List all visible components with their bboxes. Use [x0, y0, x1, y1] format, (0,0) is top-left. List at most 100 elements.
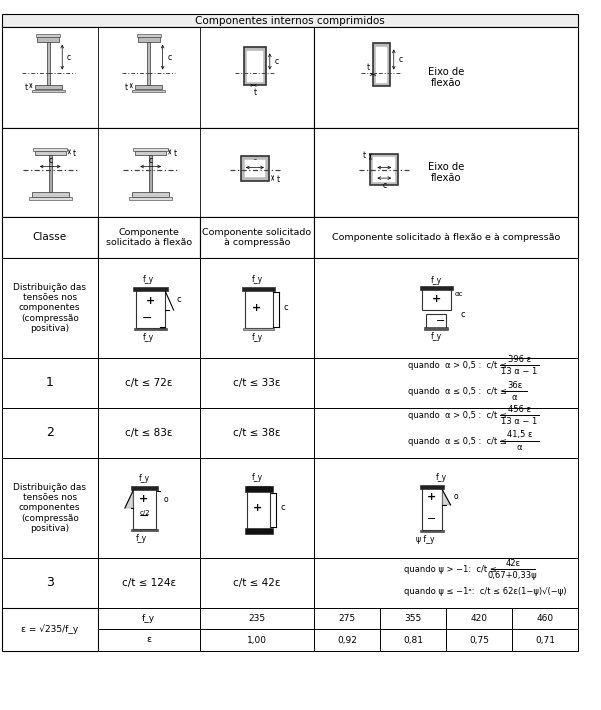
Bar	[512, 608, 578, 629]
Text: Distribuição das
tensões nos
componentes
(compressão
positiva): Distribuição das tensões nos componentes…	[13, 483, 86, 533]
Bar	[314, 217, 578, 258]
Text: −: −	[427, 514, 436, 524]
Text: t: t	[254, 88, 257, 97]
Bar	[314, 608, 380, 629]
Bar	[2, 358, 97, 408]
Bar	[420, 530, 444, 532]
Bar	[422, 486, 442, 530]
Bar	[37, 38, 59, 42]
Bar	[97, 558, 200, 608]
Bar	[420, 485, 444, 489]
Bar	[2, 558, 97, 608]
Bar	[97, 608, 200, 629]
Text: Componente solicitado à flexão e à compressão: Componente solicitado à flexão e à compr…	[332, 233, 560, 242]
Bar	[49, 155, 52, 192]
Text: 355: 355	[404, 614, 422, 623]
Text: 456 ε: 456 ε	[508, 405, 531, 413]
Bar	[47, 72, 49, 84]
Text: c: c	[168, 53, 172, 62]
Text: 41,5 ε: 41,5 ε	[507, 430, 532, 439]
Bar	[380, 629, 446, 651]
Bar	[31, 192, 69, 197]
Bar	[2, 27, 314, 128]
Text: c: c	[148, 156, 153, 165]
Text: c: c	[281, 503, 285, 513]
Text: c: c	[284, 303, 288, 312]
Bar	[200, 558, 314, 608]
Text: +: +	[139, 494, 148, 505]
Bar	[2, 217, 97, 258]
Text: o: o	[454, 493, 459, 501]
Bar	[373, 43, 390, 86]
Bar	[242, 287, 275, 290]
Text: 420: 420	[471, 614, 487, 623]
Bar	[147, 42, 150, 72]
Bar	[314, 258, 578, 358]
Text: −: −	[436, 316, 445, 326]
Text: c: c	[253, 157, 257, 166]
Text: f_y: f_y	[143, 275, 154, 284]
Bar	[133, 148, 168, 151]
Bar	[136, 288, 165, 329]
Bar	[314, 558, 578, 608]
Text: f_y: f_y	[436, 474, 447, 482]
Bar	[138, 38, 160, 42]
Text: f_y: f_y	[251, 474, 263, 482]
Text: +: +	[427, 492, 436, 502]
Text: f_y: f_y	[431, 276, 442, 285]
Text: +: +	[432, 294, 441, 304]
Text: c: c	[398, 55, 403, 64]
Text: c/2: c/2	[139, 510, 150, 516]
Bar	[149, 155, 152, 192]
Bar	[2, 14, 578, 27]
Text: αc: αc	[455, 291, 463, 297]
Bar	[97, 629, 200, 651]
Text: c: c	[177, 295, 182, 305]
Text: quando  α ≤ 0,5 :  c/t ≤: quando α ≤ 0,5 : c/t ≤	[409, 437, 507, 445]
Text: 1: 1	[46, 376, 53, 390]
Text: t: t	[73, 148, 76, 158]
Bar	[426, 314, 447, 327]
Text: Distribuição das
tensões nos
componentes
(compressão
positiva): Distribuição das tensões nos componentes…	[13, 283, 86, 333]
Text: 1,00: 1,00	[247, 635, 267, 645]
Text: f_y: f_y	[143, 333, 154, 342]
Bar	[147, 72, 150, 84]
Text: f_y: f_y	[135, 534, 147, 542]
Text: f_y: f_y	[251, 333, 263, 342]
Bar	[200, 358, 314, 408]
Bar	[314, 358, 578, 408]
Bar	[200, 217, 314, 258]
Text: t: t	[362, 151, 365, 160]
Text: 42ε: 42ε	[505, 559, 520, 567]
Bar	[200, 408, 314, 458]
Text: t: t	[276, 175, 279, 184]
Text: 3: 3	[46, 577, 53, 589]
Bar	[314, 629, 380, 651]
Bar	[2, 128, 314, 217]
Bar	[245, 160, 265, 178]
Bar	[132, 529, 158, 531]
Text: t: t	[367, 63, 370, 72]
Text: Componente solicitado
à compressão: Componente solicitado à compressão	[203, 228, 311, 247]
Bar	[97, 458, 200, 558]
Bar	[135, 151, 166, 155]
Bar	[132, 89, 165, 92]
Bar	[314, 458, 578, 558]
Text: f_y: f_y	[431, 332, 442, 341]
Text: 0,67+0,33ψ: 0,67+0,33ψ	[488, 572, 537, 581]
Text: 13 α − 1: 13 α − 1	[501, 417, 538, 427]
Text: α: α	[512, 393, 517, 403]
Text: quando ψ > −1:  c/t ≤: quando ψ > −1: c/t ≤	[404, 564, 496, 574]
Bar	[446, 629, 512, 651]
Bar	[200, 608, 314, 629]
Bar	[35, 84, 62, 89]
Text: Eixo de
flexão: Eixo de flexão	[428, 67, 465, 88]
Bar	[243, 328, 275, 330]
Bar	[47, 42, 49, 72]
Bar	[134, 328, 167, 330]
Bar	[512, 629, 578, 651]
Bar	[97, 217, 200, 258]
Text: f_y: f_y	[251, 275, 263, 284]
Bar	[314, 408, 578, 458]
Bar	[376, 47, 387, 82]
